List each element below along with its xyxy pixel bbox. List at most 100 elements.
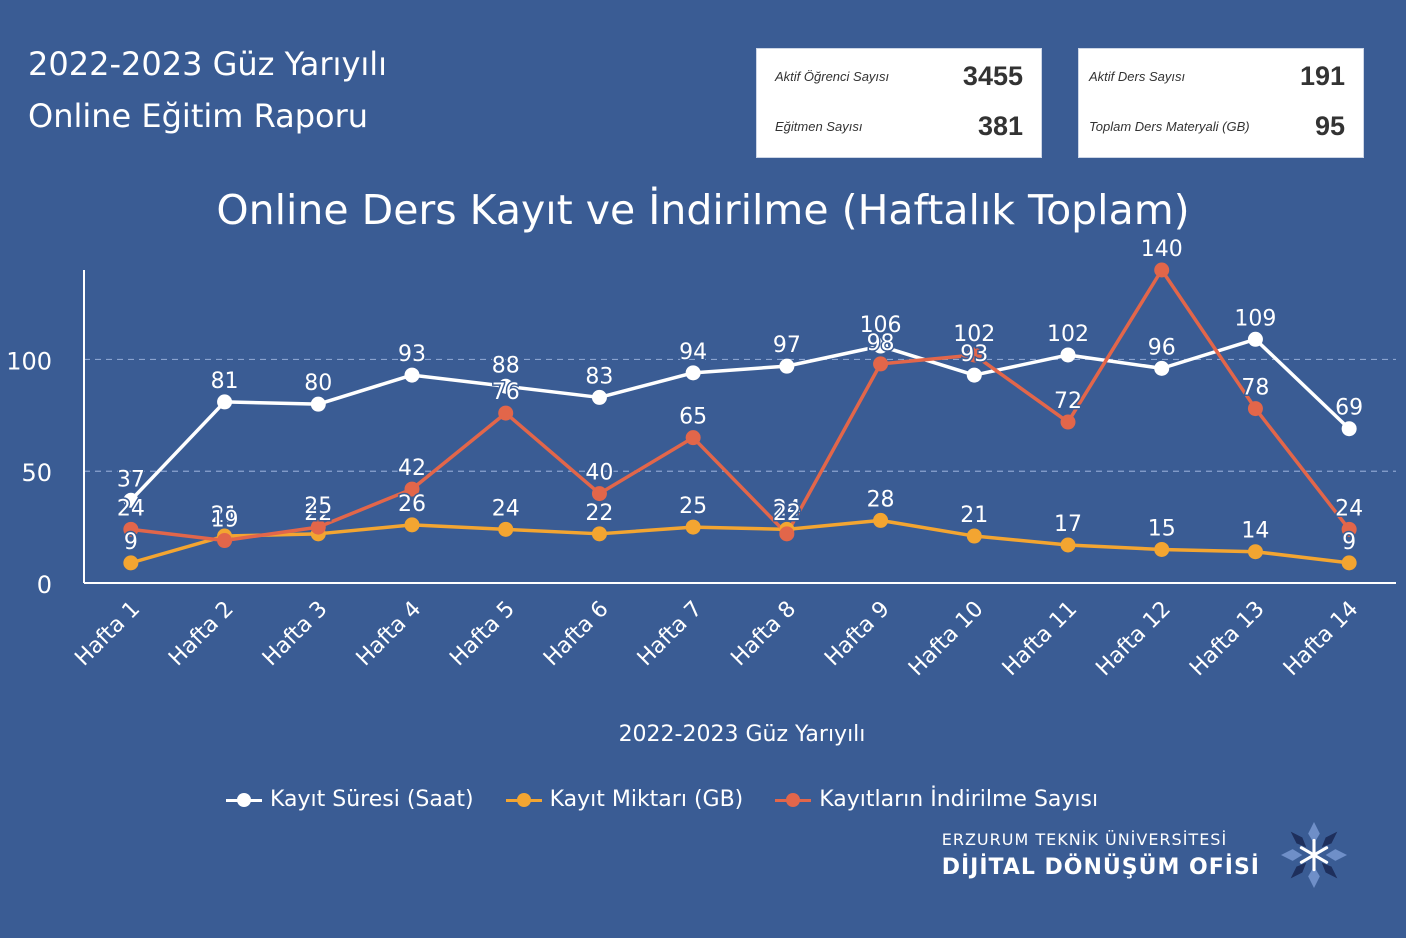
data-label-series-1: 96 [1148,335,1176,360]
data-label-series-3: 65 [679,405,707,430]
data-label-series-1: 109 [1234,306,1276,331]
data-point-series-2 [123,555,139,571]
report-title-line2: Online Eğitim Raporu [28,97,369,135]
series-line-3 [130,268,1351,543]
y-tick-label: 0 [37,571,52,599]
active-courses-label: Aktif Ders Sayısı [1089,68,1186,84]
data-point-series-3 [217,533,233,549]
x-tick-label: Hafta 12 [1091,597,1175,681]
data-point-series-1 [1341,421,1357,437]
x-tick-label: Hafta 3 [258,597,333,672]
data-label-series-1: 69 [1335,396,1363,421]
legend-label-downloads: Kayıtların İndirilme Sayısı [819,787,1099,812]
x-tick-label: Hafta 8 [727,597,802,672]
x-tick-label: Hafta 6 [539,597,614,672]
y-tick-label: 50 [21,459,52,487]
data-label-series-3: 76 [492,380,520,405]
legend-item-size: Kayıt Miktarı (GB) [505,787,743,812]
data-point-series-3 [498,405,514,421]
data-point-series-2 [685,519,701,535]
x-tick-label: Hafta 14 [1279,597,1363,681]
active-courses-value: 191 [1299,61,1345,91]
data-point-series-1 [591,389,607,405]
data-point-series-3 [404,481,420,497]
data-point-series-3 [310,519,326,535]
data-point-series-1 [404,367,420,383]
data-point-series-1 [1247,331,1263,347]
data-label-series-1: 97 [773,333,801,358]
materials-label: Toplam Ders Materyali (GB) [1089,118,1250,134]
data-point-series-1 [1060,347,1076,363]
data-label-series-2: 14 [1241,519,1269,544]
data-label-series-2: 28 [867,487,895,512]
x-tick-label: Hafta 10 [904,597,988,681]
data-label-series-1: 102 [1047,322,1089,347]
data-point-series-1 [1154,360,1170,376]
data-label-series-3: 19 [211,508,239,533]
data-point-series-3 [1154,262,1170,278]
materials-value: 95 [1314,111,1345,141]
data-point-series-3 [1247,401,1263,417]
data-label-series-2: 22 [304,501,332,526]
data-label-series-3: 78 [1241,376,1269,401]
data-label-series-1: 106 [860,313,902,338]
active-students-label: Aktif Öğrenci Sayısı [775,68,890,84]
data-point-series-3 [873,356,889,372]
data-label-series-2: 21 [211,503,239,528]
data-point-series-3 [1341,521,1357,537]
data-label-series-3: 98 [867,331,895,356]
organization-university: ERZURUM TEKNİK ÜNİVERSİTESİ [941,830,1228,849]
data-label-series-1: 81 [211,369,239,394]
data-label-series-2: 22 [585,501,613,526]
data-label-series-2: 15 [1148,516,1176,541]
report-title: 2022-2023 Güz Yarıyılı Online Eğitim Rap… [28,38,387,142]
data-point-series-2 [498,521,514,537]
organization-office: DİJİTAL DÖNÜŞÜM OFİSİ [941,855,1260,880]
data-point-series-2 [404,517,420,533]
data-point-series-2 [1341,555,1357,571]
x-tick-label: Hafta 1 [71,597,146,672]
data-label-series-2: 26 [398,492,426,517]
x-tick-label: Hafta 13 [1185,597,1269,681]
data-label-series-2: 9 [124,530,138,555]
data-point-series-3 [123,521,139,537]
legend-swatch-duration [226,790,262,810]
y-tick-label: 100 [6,347,52,375]
data-point-series-2 [1154,541,1170,557]
data-label-series-2: 17 [1054,512,1082,537]
data-point-series-1 [966,367,982,383]
data-label-series-2: 9 [1342,530,1356,555]
data-label-series-3: 102 [953,322,995,347]
data-point-series-1 [779,358,795,374]
data-point-series-2 [591,526,607,542]
x-axis-title: 2022-2023 Güz Yarıyılı [618,722,866,747]
series-line-2 [130,518,1350,565]
data-label-series-1: 94 [679,340,707,365]
x-tick-label: Hafta 4 [352,597,427,672]
data-point-series-3 [1060,414,1076,430]
data-point-series-2 [1247,544,1263,560]
x-tick-label: Hafta 5 [445,597,520,672]
data-point-series-3 [779,526,795,542]
data-label-series-1: 80 [304,371,332,396]
data-point-series-2 [1060,537,1076,553]
stats-box-courses: Aktif Ders Sayısı 191 Toplam Ders Matery… [1078,48,1364,158]
data-label-series-3: 72 [1054,389,1082,414]
data-point-series-1 [498,378,514,394]
legend-swatch-downloads [775,790,812,810]
data-point-series-1 [123,492,139,508]
data-label-series-2: 25 [679,494,707,519]
data-point-series-3 [685,430,701,446]
data-label-series-3: 40 [585,461,613,486]
data-label-series-1: 93 [960,342,988,367]
data-label-series-3: 25 [304,494,332,519]
data-label-series-1: 88 [492,353,520,378]
data-point-series-1 [217,394,233,410]
x-tick-label: Hafta 2 [164,597,239,672]
data-point-series-1 [310,396,326,412]
series-line-1 [129,337,1351,502]
instructors-label: Eğitmen Sayısı [775,118,863,134]
legend-item-duration: Kayıt Süresi (Saat) [226,787,474,812]
data-point-series-3 [591,486,607,502]
